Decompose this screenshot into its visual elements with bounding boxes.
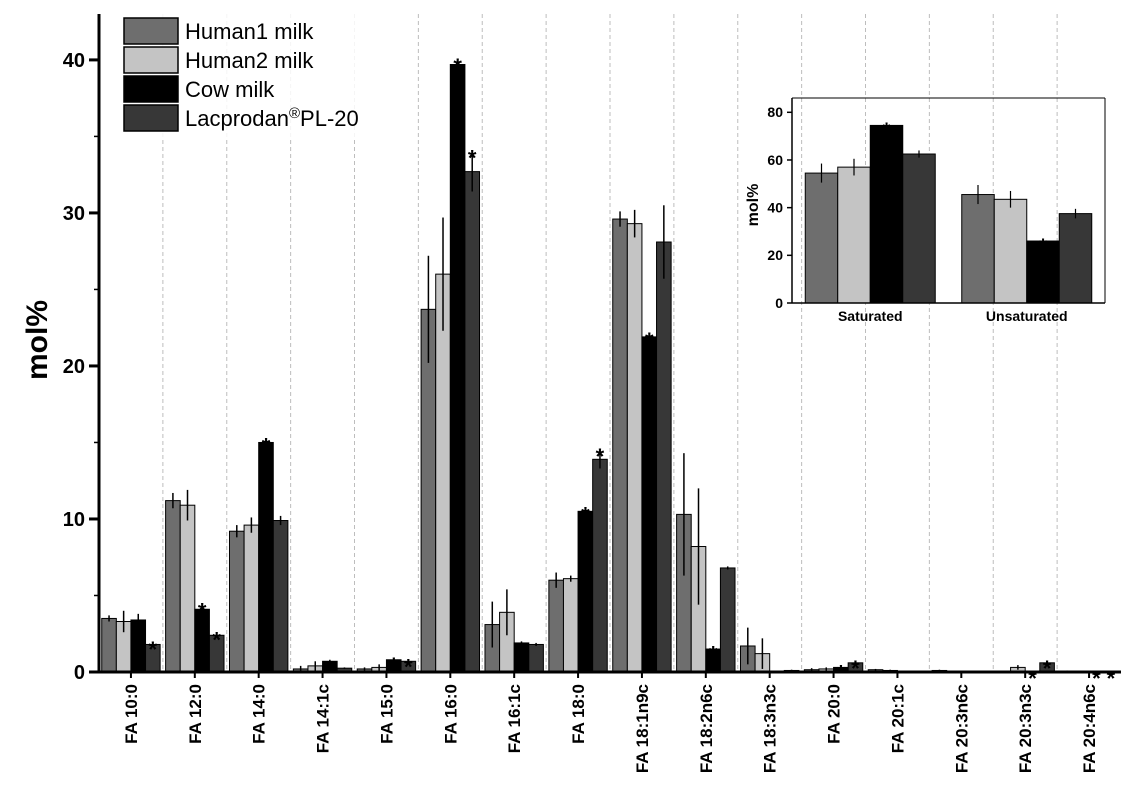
significance-marker: *	[468, 146, 477, 171]
bar	[228, 530, 245, 673]
significance-marker: *	[645, 328, 654, 353]
y-tick-label: 10	[63, 509, 85, 531]
y-tick-label: 30	[63, 203, 85, 225]
significance-marker: *	[581, 502, 590, 527]
y-tick-label: 0	[775, 295, 783, 311]
bar	[804, 172, 839, 304]
bar	[626, 223, 643, 673]
bar	[641, 336, 658, 673]
x-tick-label: FA 18:0	[569, 684, 588, 744]
x-tick-label: FA 20:4n6c	[1080, 684, 1099, 773]
inset-bars: **	[804, 120, 1093, 304]
x-tick-label: FA 14:0	[250, 684, 269, 744]
x-tick-label: FA 18:3n3c	[761, 684, 780, 773]
bar	[464, 171, 481, 673]
main-y-axis-label: mol%	[21, 300, 54, 380]
bar	[993, 198, 1028, 304]
legend-label: Human1 milk	[185, 19, 314, 44]
main-axes: 0 10 20 30 40 FA 10:0 FA 12:0 FA 14:0 FA 14:1c FA…	[63, 14, 1121, 773]
legend-label: Lacprodan®PL-20	[185, 105, 359, 131]
y-tick-label: 20	[767, 247, 783, 263]
main-bars: ******************	[101, 54, 1116, 691]
bar	[869, 124, 904, 304]
bar	[272, 520, 289, 673]
significance-marker: *	[212, 628, 221, 653]
legend-swatch	[123, 104, 179, 132]
bar	[612, 218, 628, 673]
legend: Human1 milk Human2 milk Cow milk Lacprodan®…	[118, 12, 393, 138]
y-tick-label: 60	[767, 152, 783, 168]
significance-marker: *	[851, 656, 860, 681]
significance-marker: *	[389, 653, 398, 678]
bar	[592, 458, 608, 673]
bar	[719, 567, 736, 673]
y-tick-label: 80	[767, 104, 783, 120]
bar	[961, 194, 995, 304]
x-tick-label: FA 16:1c	[505, 684, 524, 753]
legend-label: Cow milk	[185, 77, 275, 102]
x-tick-label: FA 14:1c	[314, 684, 333, 753]
x-tick-label: FA 18:2n6c	[697, 684, 716, 773]
x-tick-label: FA 16:0	[441, 684, 460, 744]
bar	[1058, 213, 1093, 304]
significance-marker: *	[453, 54, 462, 79]
bar	[656, 241, 672, 673]
x-tick-label: Saturated	[838, 308, 903, 324]
bar	[548, 579, 564, 673]
x-tick-label: Unsaturated	[986, 308, 1068, 324]
inset-y-axis-label: mol%	[745, 184, 762, 227]
x-tick-label: FA 20:3n3c	[1016, 684, 1035, 773]
bar	[179, 504, 196, 673]
bar	[130, 619, 147, 673]
x-tick-label: FA 20:3n6c	[952, 684, 971, 773]
inset-axes: 0 20 40 60 80 Saturated Unsaturated	[767, 97, 1106, 324]
bar	[837, 166, 871, 304]
bar	[243, 524, 260, 673]
bar	[322, 660, 338, 673]
y-tick-label: 40	[63, 50, 85, 72]
x-tick-label: FA 20:0	[825, 684, 844, 744]
bar	[562, 578, 579, 673]
y-tick-label: 40	[767, 200, 783, 216]
bar	[258, 441, 274, 673]
legend-swatch	[123, 46, 179, 74]
bar	[902, 153, 936, 304]
significance-marker: *	[1107, 666, 1116, 691]
x-tick-label: FA 10:0	[122, 684, 141, 744]
bar	[513, 642, 530, 673]
significance-marker: *	[1028, 666, 1037, 691]
significance-marker: *	[883, 120, 891, 142]
significance-marker: *	[709, 642, 718, 667]
significance-marker: *	[262, 433, 271, 458]
significance-marker: *	[149, 637, 158, 662]
significance-marker: *	[404, 655, 413, 680]
main-grid	[162, 14, 1058, 672]
x-tick-label: FA 12:0	[186, 684, 205, 744]
bar	[435, 273, 451, 673]
x-tick-label: FA 20:1c	[888, 684, 907, 753]
legend-label: Human2 milk	[185, 48, 314, 73]
y-tick-label: 20	[63, 356, 85, 378]
legend-swatch	[123, 75, 179, 103]
bar	[420, 308, 437, 673]
x-tick-label: FA 18:1n9c	[633, 684, 652, 773]
legend-swatch	[123, 17, 179, 45]
bar	[449, 63, 466, 673]
x-tick-label: FA 15:0	[377, 684, 396, 744]
bar	[577, 510, 594, 673]
significance-marker: *	[1092, 666, 1101, 691]
bar	[165, 500, 181, 673]
bar	[528, 643, 544, 673]
y-tick-label: 0	[74, 662, 85, 684]
significance-marker: *	[198, 599, 207, 624]
bar	[101, 617, 117, 673]
significance-marker: *	[596, 444, 605, 469]
significance-marker: *	[1039, 235, 1047, 257]
significance-marker: *	[1043, 656, 1052, 681]
